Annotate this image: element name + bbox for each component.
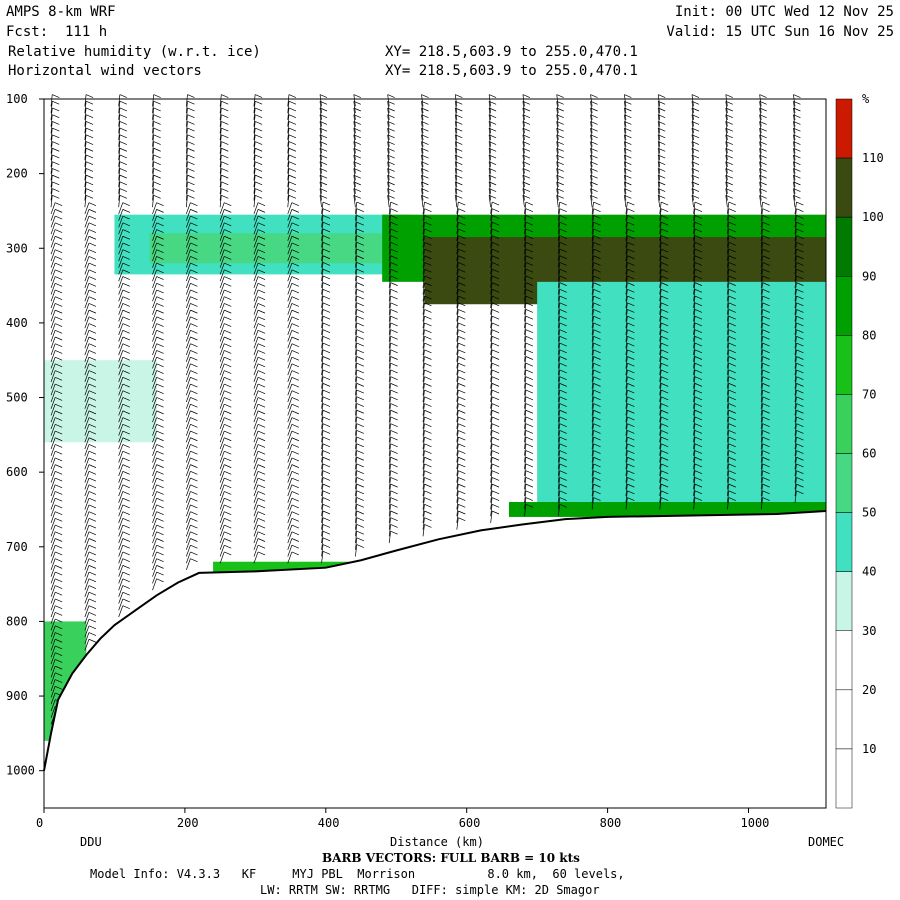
colorbar-label: 90 (862, 269, 876, 283)
barb-column-18 (657, 94, 669, 510)
terrain (43, 509, 827, 808)
rh-shading (44, 214, 826, 741)
colorbar-label: 50 (862, 506, 876, 520)
variable-2: Horizontal wind vectors (8, 63, 202, 79)
barb-column-12 (454, 94, 466, 530)
wind-barbs (50, 94, 804, 725)
y-tick-label: 300 (6, 241, 28, 255)
colorbar-swatch (835, 453, 853, 513)
y-tick-label: 1000 (6, 764, 35, 778)
barb-column-9 (353, 94, 364, 557)
plot-frame (43, 98, 827, 809)
xy-range-2: XY= 218.5,603.9 to 255.0,470.1 (385, 63, 638, 79)
x-tick-label: 400 (318, 816, 340, 830)
x-tick-label: 0 (36, 816, 43, 830)
colorbar-swatch (835, 689, 853, 750)
start-location-label: DDU (80, 835, 102, 849)
x-axis: 0 200 400 600 800 1000 (36, 808, 769, 830)
x-tick-label: 200 (177, 816, 199, 830)
barb-column-3 (152, 94, 164, 591)
colorbar-label: 40 (862, 565, 876, 579)
colorbar-label: 30 (862, 624, 876, 638)
end-location-label: DOMEC (808, 835, 844, 849)
y-tick-label: 200 (6, 167, 28, 181)
barb-column-22 (793, 94, 804, 503)
xy-range-1: XY= 218.5,603.9 to 255.0,470.1 (385, 44, 638, 60)
x-tick-label: 800 (600, 816, 622, 830)
x-tick-label: 1000 (741, 816, 770, 830)
colorbar-swatch (835, 216, 853, 277)
colorbar-label: 100 (862, 210, 884, 224)
barb-column-17 (624, 94, 635, 510)
rh-region-6 (508, 502, 826, 517)
rh-region-1 (149, 233, 383, 264)
terrain-line (43, 509, 827, 771)
model-name: AMPS 8-km WRF (6, 4, 116, 20)
model-info: Model Info: V4.3.3 KF MYJ PBL Morrison 8… (90, 867, 625, 881)
barb-column-5 (219, 94, 232, 564)
x-axis-label: Distance (km) (390, 835, 484, 849)
colorbar-label: 110 (862, 151, 884, 165)
y-tick-label: 700 (6, 540, 28, 554)
barb-column-16 (590, 94, 601, 510)
colorbar-swatch (835, 512, 853, 572)
barb-column-8 (319, 94, 331, 564)
colorbar-label: 70 (862, 387, 876, 401)
colorbar-swatch (835, 98, 853, 159)
barb-column-4 (185, 94, 198, 571)
y-tick-label: 400 (6, 316, 28, 330)
x-tick-label: 600 (459, 816, 481, 830)
y-tick-label: 500 (6, 391, 28, 405)
init-time: Init: 00 UTC Wed 12 Nov 25 (674, 4, 894, 20)
colorbar-label: 10 (862, 742, 876, 756)
barb-column-0 (50, 94, 63, 725)
colorbar-swatch (835, 748, 853, 809)
valid-time: Valid: 15 UTC Sun 16 Nov 25 (666, 24, 894, 40)
rh-region-7 (44, 360, 157, 443)
barb-legend: BARB VECTORS: FULL BARB = 10 kts (322, 851, 580, 865)
variable-1: Relative humidity (w.r.t. ice) (8, 44, 261, 60)
barb-column-14 (522, 94, 534, 517)
y-tick-label: 900 (6, 689, 28, 703)
barb-column-13 (488, 94, 500, 523)
colorbar-label: 80 (862, 328, 876, 342)
barb-column-15 (556, 94, 567, 517)
barb-column-19 (691, 94, 703, 510)
y-tick-label: 800 (6, 614, 28, 628)
rh-region-4 (537, 281, 826, 503)
colorbar-swatch (835, 571, 853, 632)
barb-column-11 (421, 94, 432, 537)
colorbar-swatch (835, 157, 853, 218)
barb-column-10 (387, 94, 398, 544)
colorbar-label: 20 (862, 683, 876, 697)
colorbar-swatch (835, 630, 853, 691)
colorbar-unit: % (862, 92, 870, 106)
y-tick-label: 100 (6, 92, 28, 106)
y-axis: 100 200 300 400 500 600 700 800 900 1000 (6, 92, 44, 778)
colorbar: 110 100 90 80 70 60 50 40 30 20 10 (835, 98, 884, 809)
barb-column-6 (253, 94, 266, 564)
barb-column-2 (118, 94, 130, 618)
colorbar-swatch (835, 335, 853, 395)
colorbar-swatch (835, 276, 853, 336)
y-tick-label: 600 (6, 465, 28, 479)
barb-column-20 (725, 94, 736, 510)
colorbar-label: 60 (862, 447, 876, 461)
barb-column-7 (287, 94, 300, 564)
forecast-hour: Fcst: 111 h (6, 24, 108, 40)
physics-info: LW: RRTM SW: RRTMG DIFF: simple KM: 2D S… (260, 883, 600, 897)
barb-column-21 (759, 94, 770, 510)
terrain-fill (44, 510, 826, 808)
colorbar-swatch (835, 394, 853, 454)
barb-column-1 (84, 94, 97, 651)
